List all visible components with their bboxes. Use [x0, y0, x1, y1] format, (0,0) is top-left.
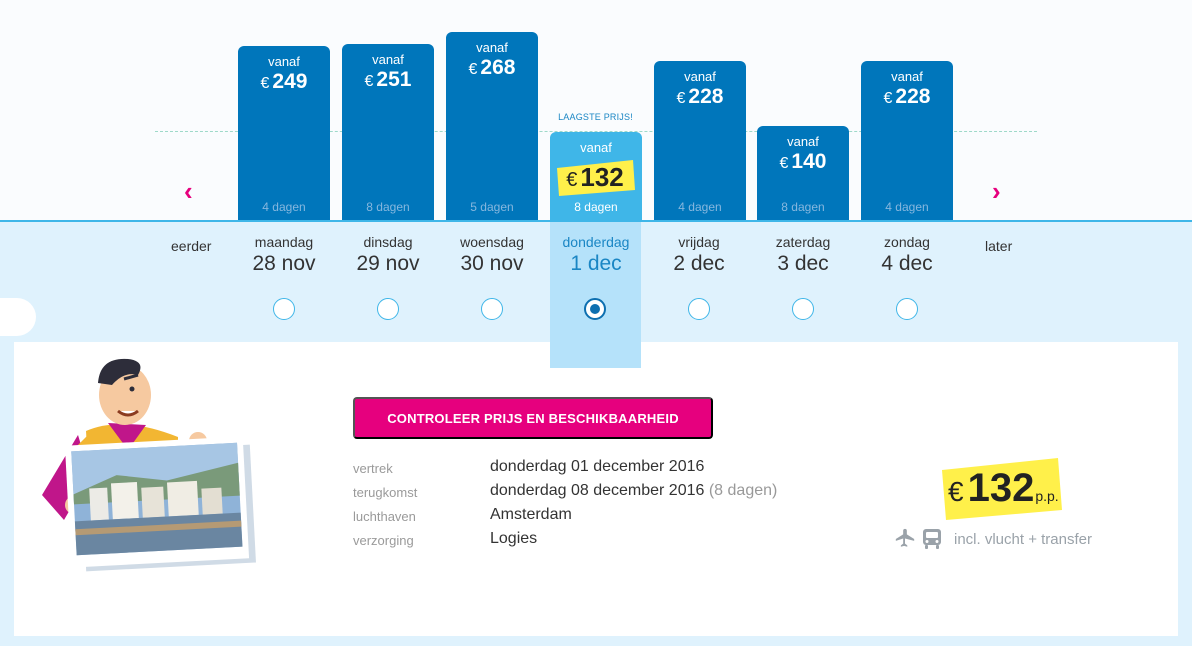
day-radio-sat[interactable] — [792, 298, 814, 320]
cloud-decoration — [0, 298, 36, 336]
bar-price: €140 — [779, 150, 827, 173]
earlier-link[interactable]: eerder — [171, 238, 212, 254]
bar-duration: 4 dagen — [885, 200, 929, 214]
day-wed[interactable]: woensdag 30 nov — [460, 234, 524, 275]
bar-duration: 4 dagen — [678, 200, 722, 214]
bar-price: €251 — [364, 68, 412, 91]
return-value: donderdag 08 december 2016 — [490, 482, 705, 499]
day-tue[interactable]: dinsdag 29 nov — [356, 234, 420, 275]
hotel-photo — [71, 442, 243, 556]
bar-duration: 4 dagen — [262, 200, 306, 214]
check-price-availability-button[interactable]: CONTROLEER PRIJS EN BESCHIKBAARHEID — [353, 397, 713, 439]
day-sat[interactable]: zaterdag 3 dec — [775, 234, 831, 275]
bar-price: €249 — [260, 70, 308, 93]
bus-icon — [923, 529, 941, 549]
vanaf-label: vanaf — [891, 69, 923, 84]
later-link[interactable]: later — [985, 238, 1013, 254]
vanaf-label: vanaf — [372, 52, 404, 67]
day-radio-fri[interactable] — [688, 298, 710, 320]
bar-duration: 5 dagen — [470, 200, 514, 214]
day-sun[interactable]: zondag 4 dec — [881, 234, 933, 275]
chevron-left-icon[interactable]: ‹ — [184, 176, 193, 206]
total-price: € 132 p.p. — [940, 458, 1100, 520]
return-duration: (8 dagen) — [708, 482, 778, 499]
price-bar-sun[interactable]: vanaf €228 4 dagen — [861, 61, 953, 221]
return-label: terugkomst — [353, 485, 418, 500]
average-price-line — [155, 131, 1037, 132]
chevron-right-icon[interactable]: › — [992, 176, 1001, 206]
day-fri[interactable]: vrijdag 2 dec — [673, 234, 725, 275]
price-bar-sat[interactable]: vanaf €140 8 dagen — [757, 126, 849, 221]
selected-day-column-extension — [550, 342, 641, 368]
board-value: Logies — [490, 530, 538, 547]
bar-duration: 8 dagen — [366, 200, 410, 214]
highlight-marker-shape — [942, 458, 1062, 520]
bar-duration: 8 dagen — [574, 200, 618, 214]
plane-icon — [895, 528, 915, 547]
day-radio-sun[interactable] — [896, 298, 918, 320]
total-price-amount: 132 — [967, 466, 1035, 510]
includes-label: incl. vlucht + transfer — [954, 530, 1092, 548]
bar-duration: 8 dagen — [781, 200, 825, 214]
per-person-label: p.p. — [1035, 488, 1059, 504]
bar-price: €228 — [676, 85, 724, 108]
price-bar-wed[interactable]: vanaf €268 5 dagen — [446, 32, 538, 221]
price-bar-thu-selected[interactable]: vanaf €132 8 dagen — [550, 132, 642, 221]
highlight-marker-shape — [557, 160, 635, 196]
lowest-price-label: LAAGSTE PRIJS! — [558, 112, 633, 122]
vanaf-label: vanaf — [476, 40, 508, 55]
day-radio-mon[interactable] — [273, 298, 295, 320]
vanaf-label: vanaf — [580, 140, 612, 155]
bar-price: €268 — [468, 56, 516, 79]
mascot-illustration — [42, 358, 256, 572]
bar-price: €228 — [883, 85, 931, 108]
price-bar-mon[interactable]: vanaf €249 4 dagen — [238, 46, 330, 221]
included-services: incl. vlucht + transfer — [894, 528, 1092, 550]
day-radio-thu-selected[interactable] — [584, 298, 606, 320]
price-bar-tue[interactable]: vanaf €251 8 dagen — [342, 44, 434, 221]
departure-label: vertrek — [353, 461, 393, 476]
highlighted-price: €132 — [555, 160, 635, 196]
airport-value: Amsterdam — [490, 506, 572, 523]
day-radio-tue[interactable] — [377, 298, 399, 320]
day-mon[interactable]: maandag 28 nov — [252, 234, 316, 275]
board-label: verzorging — [353, 533, 414, 548]
departure-value: donderdag 01 december 2016 — [490, 458, 705, 475]
price-bar-fri[interactable]: vanaf €228 4 dagen — [654, 61, 746, 221]
day-thu-selected[interactable]: donderdag 1 dec — [562, 234, 630, 275]
airport-label: luchthaven — [353, 509, 416, 524]
day-radio-wed[interactable] — [481, 298, 503, 320]
vanaf-label: vanaf — [684, 69, 716, 84]
chart-baseline — [0, 220, 1192, 222]
return-value-wrap: donderdag 08 december 2016 (8 dagen) — [490, 482, 777, 500]
vanaf-label: vanaf — [787, 134, 819, 149]
vanaf-label: vanaf — [268, 54, 300, 69]
